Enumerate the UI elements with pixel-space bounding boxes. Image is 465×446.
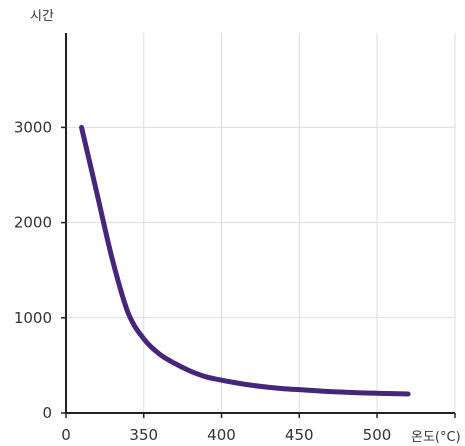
x-tick-label: 350 [129, 426, 158, 444]
series [79, 124, 411, 397]
y-tick-label: 2000 [14, 214, 52, 232]
x-tick-label: 400 [207, 426, 236, 444]
grid-lines [66, 33, 456, 413]
series-line [79, 124, 411, 397]
y-tick-label: 0 [42, 404, 52, 422]
axes [61, 33, 456, 418]
x-tick-label: 0 [61, 426, 71, 444]
y-axis-title: 시간 [30, 9, 54, 24]
tick-labels: 0 350 400 450 500 0 1000 2000 3000 [14, 118, 392, 444]
y-tick-label: 1000 [14, 309, 52, 327]
y-tick-label: 3000 [14, 118, 52, 136]
x-axis-title: 온도(°C) [411, 430, 461, 445]
x-tick-label: 450 [285, 426, 314, 444]
axis-titles: 시간 온도(°C) [30, 9, 461, 445]
x-tick-label: 500 [363, 426, 392, 444]
